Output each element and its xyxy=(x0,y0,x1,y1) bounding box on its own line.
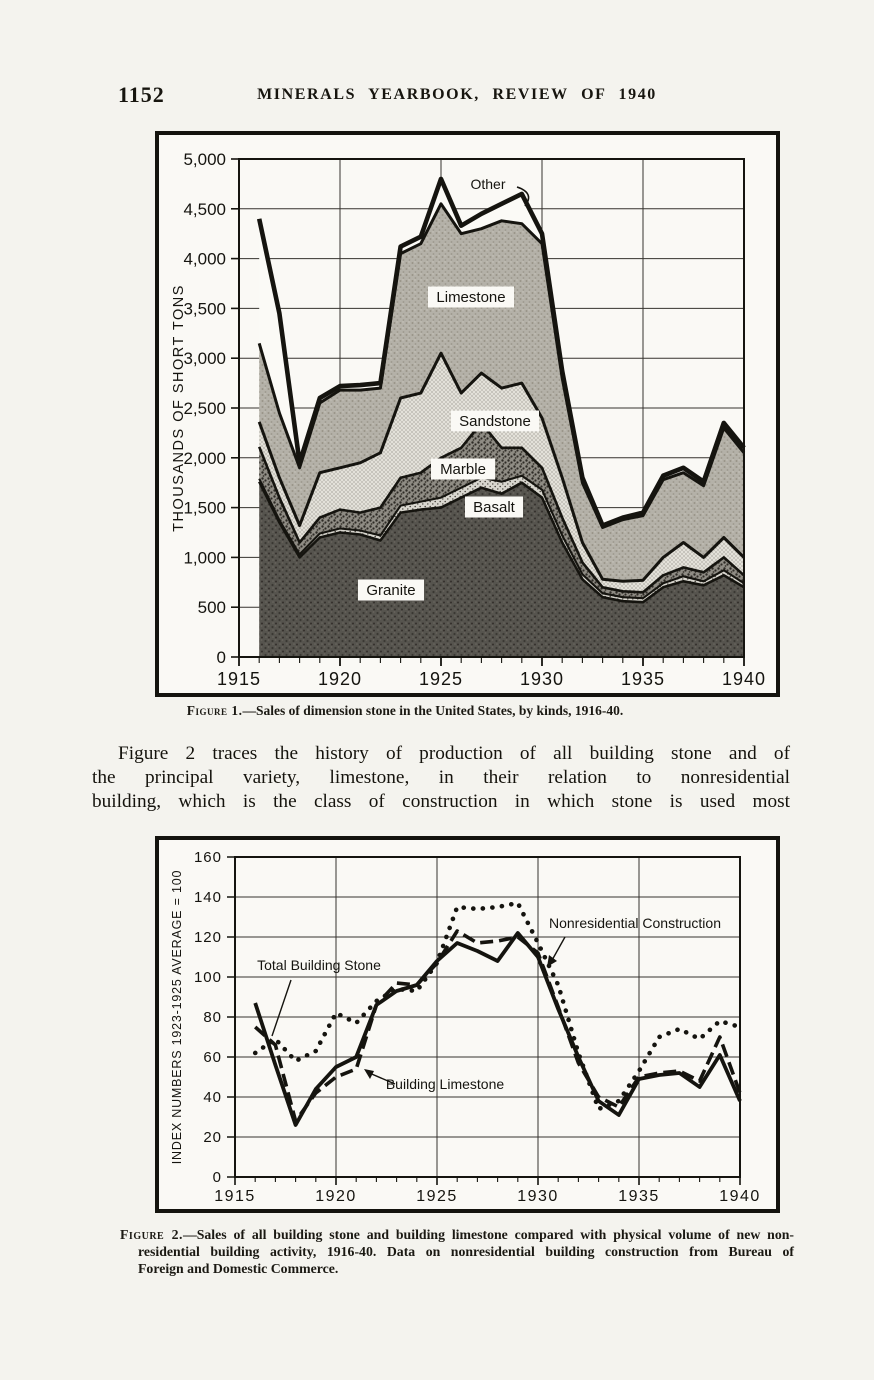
svg-text:40: 40 xyxy=(203,1089,222,1106)
svg-text:100: 100 xyxy=(194,969,222,986)
boundary-granite xyxy=(258,481,745,604)
svg-text:INDEX NUMBERS 1923-1925 AVERAG: INDEX NUMBERS 1923-1925 AVERAGE = 100 xyxy=(170,870,184,1164)
svg-text:Other: Other xyxy=(470,176,505,192)
figure-2-plot: 0 20 40 60 80 100 120 140 160 1915 1920 1925 1930 193… xyxy=(170,849,761,1205)
series-label-sandstone: Sandstone xyxy=(451,410,539,432)
figure-1-frame: 0 500 1,000 1,500 2,000 2,500 3,000 3,500 4,000 4… xyxy=(155,131,780,697)
svg-text:2,000: 2,000 xyxy=(183,449,226,468)
svg-text:140: 140 xyxy=(194,889,222,906)
svg-text:160: 160 xyxy=(194,849,222,866)
svg-text:1920: 1920 xyxy=(318,669,362,689)
body-paragraph: Figure 2 traces the history of productio… xyxy=(92,742,790,813)
area-limestone xyxy=(259,203,744,582)
figure-2-caption-text: —Sales of all building stone and buildin… xyxy=(182,1227,794,1242)
figure-2-caption-text: residential building activity, 1916-40. … xyxy=(138,1244,794,1259)
series-label-nonresidential-construction: Nonresidential Construction xyxy=(547,915,721,967)
svg-text:0: 0 xyxy=(213,1169,222,1186)
svg-text:1930: 1930 xyxy=(517,1188,559,1205)
figure-2-caption: Figure 2.—Sales of all building stone an… xyxy=(120,1226,794,1277)
svg-text:Marble: Marble xyxy=(440,461,486,478)
figure-1-chart: 0 500 1,000 1,500 2,000 2,500 3,000 3,500 4,000 4… xyxy=(171,150,766,689)
figure-2-axes: 0 20 40 60 80 100 120 140 160 1915 1920 1925 1930 193… xyxy=(170,849,761,1205)
svg-text:500: 500 xyxy=(198,598,226,617)
figure-1-axes: 0 500 1,000 1,500 2,000 2,500 3,000 3,500 4,000 4… xyxy=(171,150,766,689)
svg-text:1920: 1920 xyxy=(315,1188,357,1205)
svg-text:1915: 1915 xyxy=(214,1188,256,1205)
svg-text:4,000: 4,000 xyxy=(183,250,226,269)
boundary-other xyxy=(256,176,746,528)
other-label-pointer xyxy=(516,186,530,207)
svg-text:1,500: 1,500 xyxy=(183,499,226,518)
figure-1-caption: Figure 1.—Sales of dimension stone in th… xyxy=(60,703,750,719)
area-granite xyxy=(259,481,744,657)
svg-text:Sandstone: Sandstone xyxy=(459,413,531,430)
figure-2-caption-label: Figure 2. xyxy=(120,1227,183,1242)
line-dotted xyxy=(252,900,743,1112)
series-label-limestone: Limestone xyxy=(428,286,514,308)
svg-text:Granite: Granite xyxy=(366,582,415,599)
paragraph-line: building, which is the class of construc… xyxy=(92,790,790,812)
svg-text:Building Limestone: Building Limestone xyxy=(386,1076,505,1092)
svg-text:1925: 1925 xyxy=(416,1188,458,1205)
page-title: MINERALS YEARBOOK, REVIEW OF 1940 xyxy=(257,86,657,103)
svg-text:1935: 1935 xyxy=(618,1188,660,1205)
figure-2-chart: 0 20 40 60 80 100 120 140 160 1915 1920 1925 1930 193… xyxy=(170,849,761,1205)
series-label-marble: Marble xyxy=(431,458,495,480)
svg-text:1935: 1935 xyxy=(621,669,665,689)
series-label-total-building-stone: Total Building Stone xyxy=(257,957,381,1037)
series-label-building-limestone: Building Limestone xyxy=(364,1069,504,1092)
svg-text:Basalt: Basalt xyxy=(473,499,516,516)
area-sandstone xyxy=(259,353,744,593)
figure-1-caption-text: —Sales of dimension stone in the United … xyxy=(242,703,624,718)
figure-1-caption-label: Figure 1. xyxy=(186,703,243,718)
svg-text:20: 20 xyxy=(203,1129,222,1146)
svg-text:Total Building Stone: Total Building Stone xyxy=(257,957,381,973)
svg-text:Limestone: Limestone xyxy=(436,289,505,306)
svg-text:80: 80 xyxy=(203,1009,222,1026)
line-solid xyxy=(253,931,742,1127)
svg-text:1930: 1930 xyxy=(520,669,564,689)
svg-text:1940: 1940 xyxy=(722,669,766,689)
boundary-sandstone xyxy=(257,351,746,583)
svg-text:4,500: 4,500 xyxy=(183,200,226,219)
page-number: 1152 xyxy=(118,82,165,107)
boundary-basalt xyxy=(258,474,745,600)
figure-2-caption-text: Foreign and Domestic Commerce. xyxy=(138,1261,339,1276)
svg-text:2,500: 2,500 xyxy=(183,399,226,418)
svg-text:120: 120 xyxy=(194,929,222,946)
svg-text:1925: 1925 xyxy=(419,669,463,689)
svg-text:1940: 1940 xyxy=(719,1188,761,1205)
boundary-marble xyxy=(257,421,745,594)
svg-text:Nonresidential Construction: Nonresidential Construction xyxy=(549,915,721,931)
svg-text:3,500: 3,500 xyxy=(183,299,226,318)
svg-text:3,000: 3,000 xyxy=(183,349,226,368)
svg-text:0: 0 xyxy=(217,648,226,667)
series-label-other: Other xyxy=(459,174,517,194)
figure-2-frame: 0 20 40 60 80 100 120 140 160 1915 1920 1925 1930 193… xyxy=(155,836,780,1213)
series-label-basalt: Basalt xyxy=(465,496,523,518)
area-marble xyxy=(259,422,744,599)
figure-1-plot: 0 500 1,000 1,500 2,000 2,500 3,000 3,500 4,000 4… xyxy=(171,150,766,689)
running-head: MINERALS YEARBOOK, REVIEW OF 1940 xyxy=(70,86,844,104)
svg-text:60: 60 xyxy=(203,1049,222,1066)
paragraph-line: Figure 2 traces the history of productio… xyxy=(118,743,790,764)
svg-text:1,000: 1,000 xyxy=(183,548,226,567)
svg-text:5,000: 5,000 xyxy=(183,150,226,169)
svg-text:1915: 1915 xyxy=(217,669,261,689)
series-label-granite: Granite xyxy=(358,579,424,601)
paragraph-line: the principal variety, limestone, in the… xyxy=(92,766,790,788)
svg-text:THOUSANDS OF SHORT TONS: THOUSANDS OF SHORT TONS xyxy=(171,284,187,532)
